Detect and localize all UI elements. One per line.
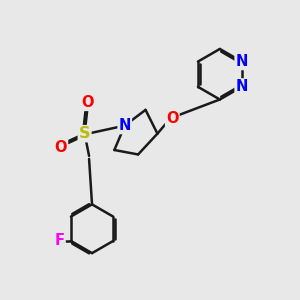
Text: N: N — [236, 54, 248, 69]
Text: S: S — [79, 126, 90, 141]
Text: F: F — [55, 233, 64, 248]
Text: O: O — [166, 111, 178, 126]
Text: O: O — [55, 140, 67, 154]
Text: O: O — [81, 95, 94, 110]
Text: N: N — [118, 118, 131, 133]
Text: N: N — [236, 79, 248, 94]
